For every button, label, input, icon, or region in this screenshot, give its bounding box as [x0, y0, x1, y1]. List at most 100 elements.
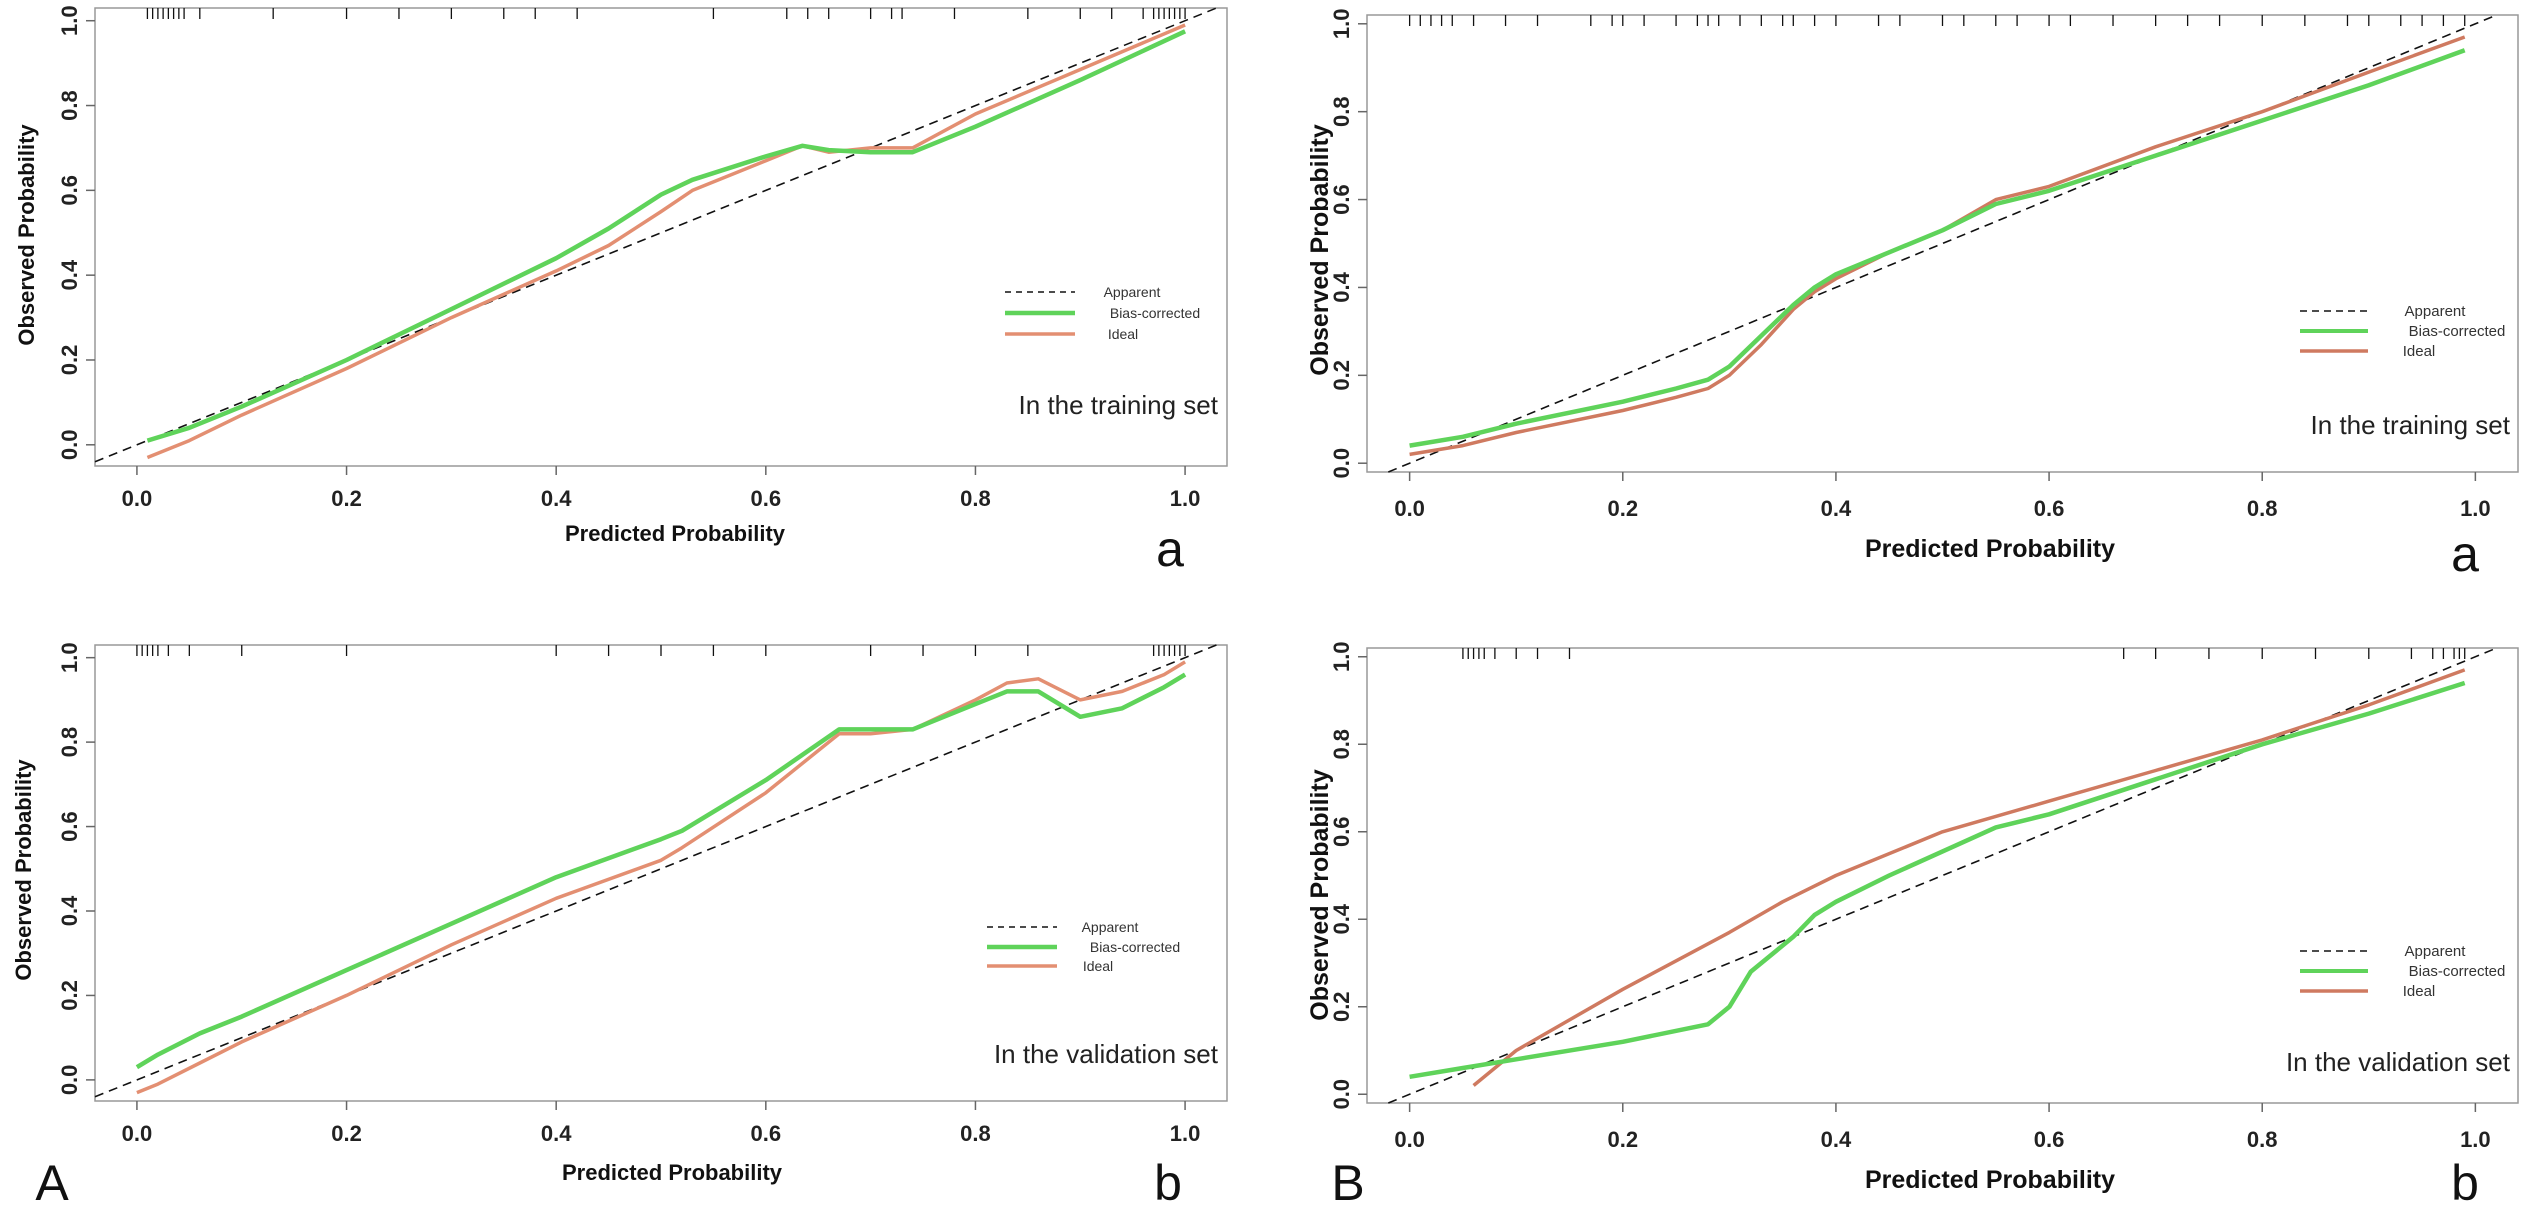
legend-apparent-label: Apparent: [1104, 284, 1161, 300]
x-tick-label: 0.4: [1821, 496, 1852, 521]
legend: Apparent Bias-corrected Ideal: [2300, 943, 2505, 1000]
panel-val-left: 0.0 0.2 0.4 0.6 0.8 1.0 0.0 0.2 0.4 0.6 0.8 1.0 Pr…: [11, 642, 1228, 1211]
legend-apparent-label: Apparent: [1082, 919, 1139, 935]
y-tick-label: 0.2: [1329, 991, 1354, 1022]
x-tick-labels: 0.0 0.2 0.4 0.6 0.8 1.0: [122, 1101, 1201, 1146]
panel-sublabel: a: [1156, 521, 1184, 577]
plot-frame: [94, 7, 1228, 467]
legend: Apparent Bias-corrected Ideal: [2300, 303, 2505, 360]
y-tick-labels: 0.0 0.2 0.4 0.6 0.8 1.0: [57, 642, 95, 1095]
y-tick-label: 0.4: [57, 895, 82, 926]
x-tick-label: 0.2: [331, 486, 362, 511]
legend: Apparent Bias-corrected Ideal: [987, 919, 1180, 974]
y-tick-label: 0.6: [1329, 184, 1354, 215]
x-axis-title: Predicted Probability: [565, 521, 786, 546]
x-tick-labels: 0.0 0.2 0.4 0.6 0.8 1.0: [1394, 1103, 2491, 1152]
x-tick-label: 0.2: [1607, 496, 1638, 521]
y-axis-title: Observed Probability: [1306, 124, 1334, 376]
legend: Apparent Bias-corrected Ideal: [1005, 284, 1200, 342]
x-tick-label: 0.0: [122, 486, 153, 511]
x-tick-label: 1.0: [2460, 496, 2491, 521]
panel-train-left: 0.0 0.2 0.4 0.6 0.8 1.0 0.0 0.2 0.4 0.6 0.8 1.0 Pr…: [14, 5, 1228, 577]
rug-marks: [146, 8, 1186, 19]
y-tick-label: 0.0: [1329, 448, 1354, 479]
ideal-curve: [1409, 35, 2466, 457]
panel-sublabel: b: [2451, 1155, 2479, 1211]
panel-letter-A: A: [35, 1155, 69, 1211]
legend-bias-corrected-label: Bias-corrected: [1110, 305, 1200, 321]
y-tick-labels: 0.0 0.2 0.4 0.6 0.8 1.0: [57, 5, 95, 460]
legend-apparent-label: Apparent: [2405, 303, 2467, 320]
ideal-curve: [146, 23, 1186, 460]
y-tick-label: 1.0: [1329, 641, 1354, 672]
x-tick-label: 0.6: [2034, 496, 2065, 521]
x-tick-label: 0.4: [1821, 1127, 1852, 1152]
x-tick-label: 0.2: [331, 1121, 362, 1146]
x-tick-label: 0.4: [541, 486, 572, 511]
dataset-label: In the training set: [2311, 410, 2511, 440]
y-tick-label: 0.2: [57, 345, 82, 376]
ideal-curve: [1472, 668, 2466, 1087]
y-tick-label: 0.8: [1329, 729, 1354, 760]
x-tick-labels: 0.0 0.2 0.4 0.6 0.8 1.0: [1394, 472, 2491, 521]
x-tick-label: 0.8: [2247, 1127, 2278, 1152]
legend-apparent-label: Apparent: [2405, 943, 2467, 960]
x-tick-label: 0.0: [122, 1121, 153, 1146]
legend-bias-corrected-label: Bias-corrected: [2409, 963, 2506, 980]
y-tick-label: 0.4: [1329, 903, 1354, 934]
x-tick-label: 0.0: [1394, 1127, 1425, 1152]
rug-marks: [136, 645, 1186, 656]
x-tick-label: 1.0: [1170, 486, 1201, 511]
legend-ideal-label: Ideal: [2403, 983, 2436, 1000]
y-tick-label: 0.2: [57, 980, 82, 1011]
panel-sublabel: a: [2451, 526, 2479, 582]
ideal-curve: [136, 660, 1187, 1095]
x-tick-label: 0.8: [960, 1121, 991, 1146]
y-tick-label: 0.8: [1329, 96, 1354, 127]
x-tick-label: 1.0: [2460, 1127, 2491, 1152]
legend-bias-corrected-label: Bias-corrected: [2409, 323, 2506, 340]
rug-marks: [1462, 648, 2466, 659]
panel-train-right: 0.0 0.2 0.4 0.6 0.8 1.0 0.0 0.2 0.4 0.6 0.8 1.0 Pr…: [1306, 8, 2519, 582]
y-axis-title: Observed Probability: [1306, 769, 1334, 1021]
x-tick-label: 0.0: [1394, 496, 1425, 521]
y-tick-label: 1.0: [57, 642, 82, 673]
plot-frame: [1366, 14, 2519, 473]
x-tick-label: 0.6: [751, 486, 782, 511]
rug-marks: [1408, 15, 2466, 26]
y-tick-label: 0.2: [1329, 360, 1354, 391]
y-axis-title: Observed Probability: [14, 124, 39, 346]
plot-frame: [1366, 647, 2519, 1104]
panel-letter-B: B: [1331, 1155, 1364, 1211]
diagonal-reference-line: [1388, 14, 2497, 473]
y-tick-label: 0.4: [57, 259, 82, 290]
y-tick-label: 1.0: [57, 5, 82, 36]
x-axis-title: Predicted Probability: [1865, 535, 2115, 563]
dataset-label: In the validation set: [2286, 1047, 2511, 1077]
panel-sublabel: b: [1154, 1155, 1182, 1211]
legend-bias-corrected-label: Bias-corrected: [1090, 939, 1180, 955]
y-tick-label: 0.0: [57, 429, 82, 460]
dataset-label: In the validation set: [994, 1039, 1219, 1069]
x-tick-labels: 0.0 0.2 0.4 0.6 0.8 1.0: [122, 466, 1201, 511]
y-tick-label: 0.6: [57, 811, 82, 842]
x-tick-label: 1.0: [1170, 1121, 1201, 1146]
y-tick-labels: 0.0 0.2 0.4 0.6 0.8 1.0: [1329, 641, 1367, 1110]
x-axis-title: Predicted Probability: [562, 1160, 783, 1185]
bias-corrected-curve: [135, 672, 1187, 1070]
y-tick-labels: 0.0 0.2 0.4 0.6 0.8 1.0: [1329, 8, 1367, 479]
x-tick-label: 0.2: [1607, 1127, 1638, 1152]
y-tick-label: 0.8: [57, 727, 82, 758]
y-tick-label: 1.0: [1329, 8, 1354, 39]
bias-corrected-curve: [1409, 680, 2466, 1080]
x-tick-label: 0.4: [541, 1121, 572, 1146]
y-tick-label: 0.4: [1329, 271, 1354, 302]
y-tick-label: 0.0: [1329, 1079, 1354, 1110]
panel-val-right: 0.0 0.2 0.4 0.6 0.8 1.0 0.0 0.2 0.4 0.6 0.8 1.0 Pr…: [1306, 641, 2519, 1211]
bias-corrected-curve: [146, 29, 1187, 443]
legend-ideal-label: Ideal: [1083, 958, 1113, 974]
x-tick-label: 0.8: [960, 486, 991, 511]
bias-corrected-curve: [1409, 48, 2466, 448]
x-tick-label: 0.6: [751, 1121, 782, 1146]
